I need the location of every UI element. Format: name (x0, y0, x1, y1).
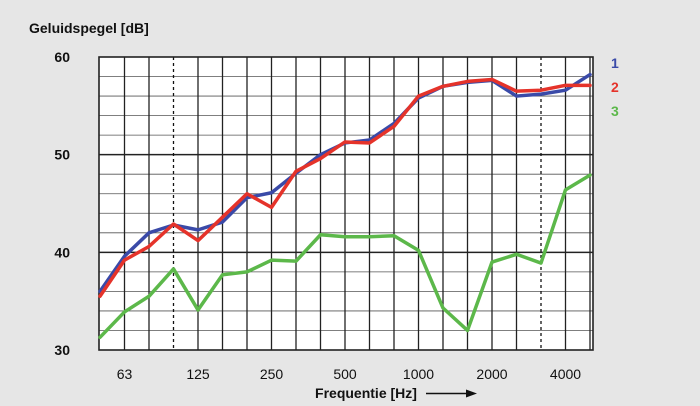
plot-frame (98, 56, 594, 351)
x-tick-label: 63 (117, 366, 133, 382)
series-line-3 (98, 173, 592, 340)
minor-gridlines (99, 76, 593, 331)
x-axis-arrow (426, 389, 477, 398)
series-layer (98, 72, 592, 340)
legend-entry-3: 3 (611, 103, 619, 119)
x-tick-labels: 63 125 250 500 1000 2000 4000 (117, 366, 582, 382)
dotted-gridlines (172, 57, 542, 350)
x-tick-label: 1000 (403, 366, 434, 382)
x-axis-label: Frequentie [Hz] (315, 385, 417, 401)
x-tick-label: 125 (186, 366, 210, 382)
y-tick-label: 60 (54, 49, 70, 65)
x-tick-label: 2000 (476, 366, 507, 382)
x-tick-label: 4000 (550, 366, 581, 382)
x-tick-label: 500 (333, 366, 357, 382)
major-gridlines (99, 57, 593, 350)
y-axis-label: Geluidspegel [dB] (29, 20, 149, 36)
y-tick-label: 30 (54, 342, 70, 358)
plot-area (99, 57, 593, 350)
legend-entry-2: 2 (611, 79, 619, 95)
x-tick-label: 250 (260, 366, 284, 382)
legend-entry-1: 1 (611, 55, 619, 71)
y-tick-label: 40 (54, 244, 70, 260)
y-tick-labels: 30 40 50 60 (54, 49, 70, 358)
series-line-2 (98, 77, 592, 299)
y-tick-label: 50 (54, 147, 70, 163)
legend: 1 2 3 (611, 55, 619, 119)
